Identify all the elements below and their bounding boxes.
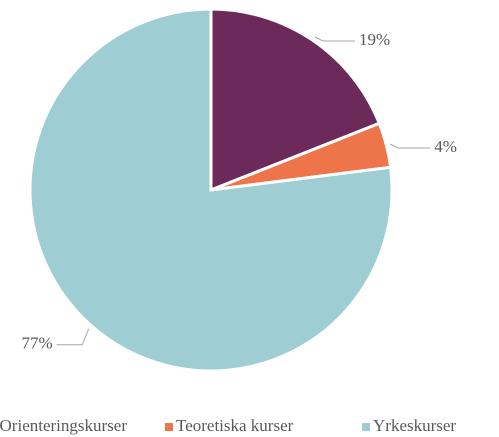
leader-line: [314, 36, 355, 42]
data-label: 19%: [359, 30, 390, 49]
data-label: 77%: [21, 334, 52, 353]
data-label: 4%: [434, 137, 457, 156]
legend-swatch: [362, 423, 370, 431]
pie-slice: [28, 7, 394, 373]
legend-swatch: [165, 423, 173, 431]
leader-line: [56, 328, 90, 346]
legend-label: Yrkeskurser: [373, 416, 456, 435]
leader-line: [389, 143, 431, 149]
legend-label: Orienteringskurser: [0, 416, 127, 435]
legend-label: Teoretiska kurser: [176, 416, 294, 435]
pie-slice: [209, 7, 382, 193]
